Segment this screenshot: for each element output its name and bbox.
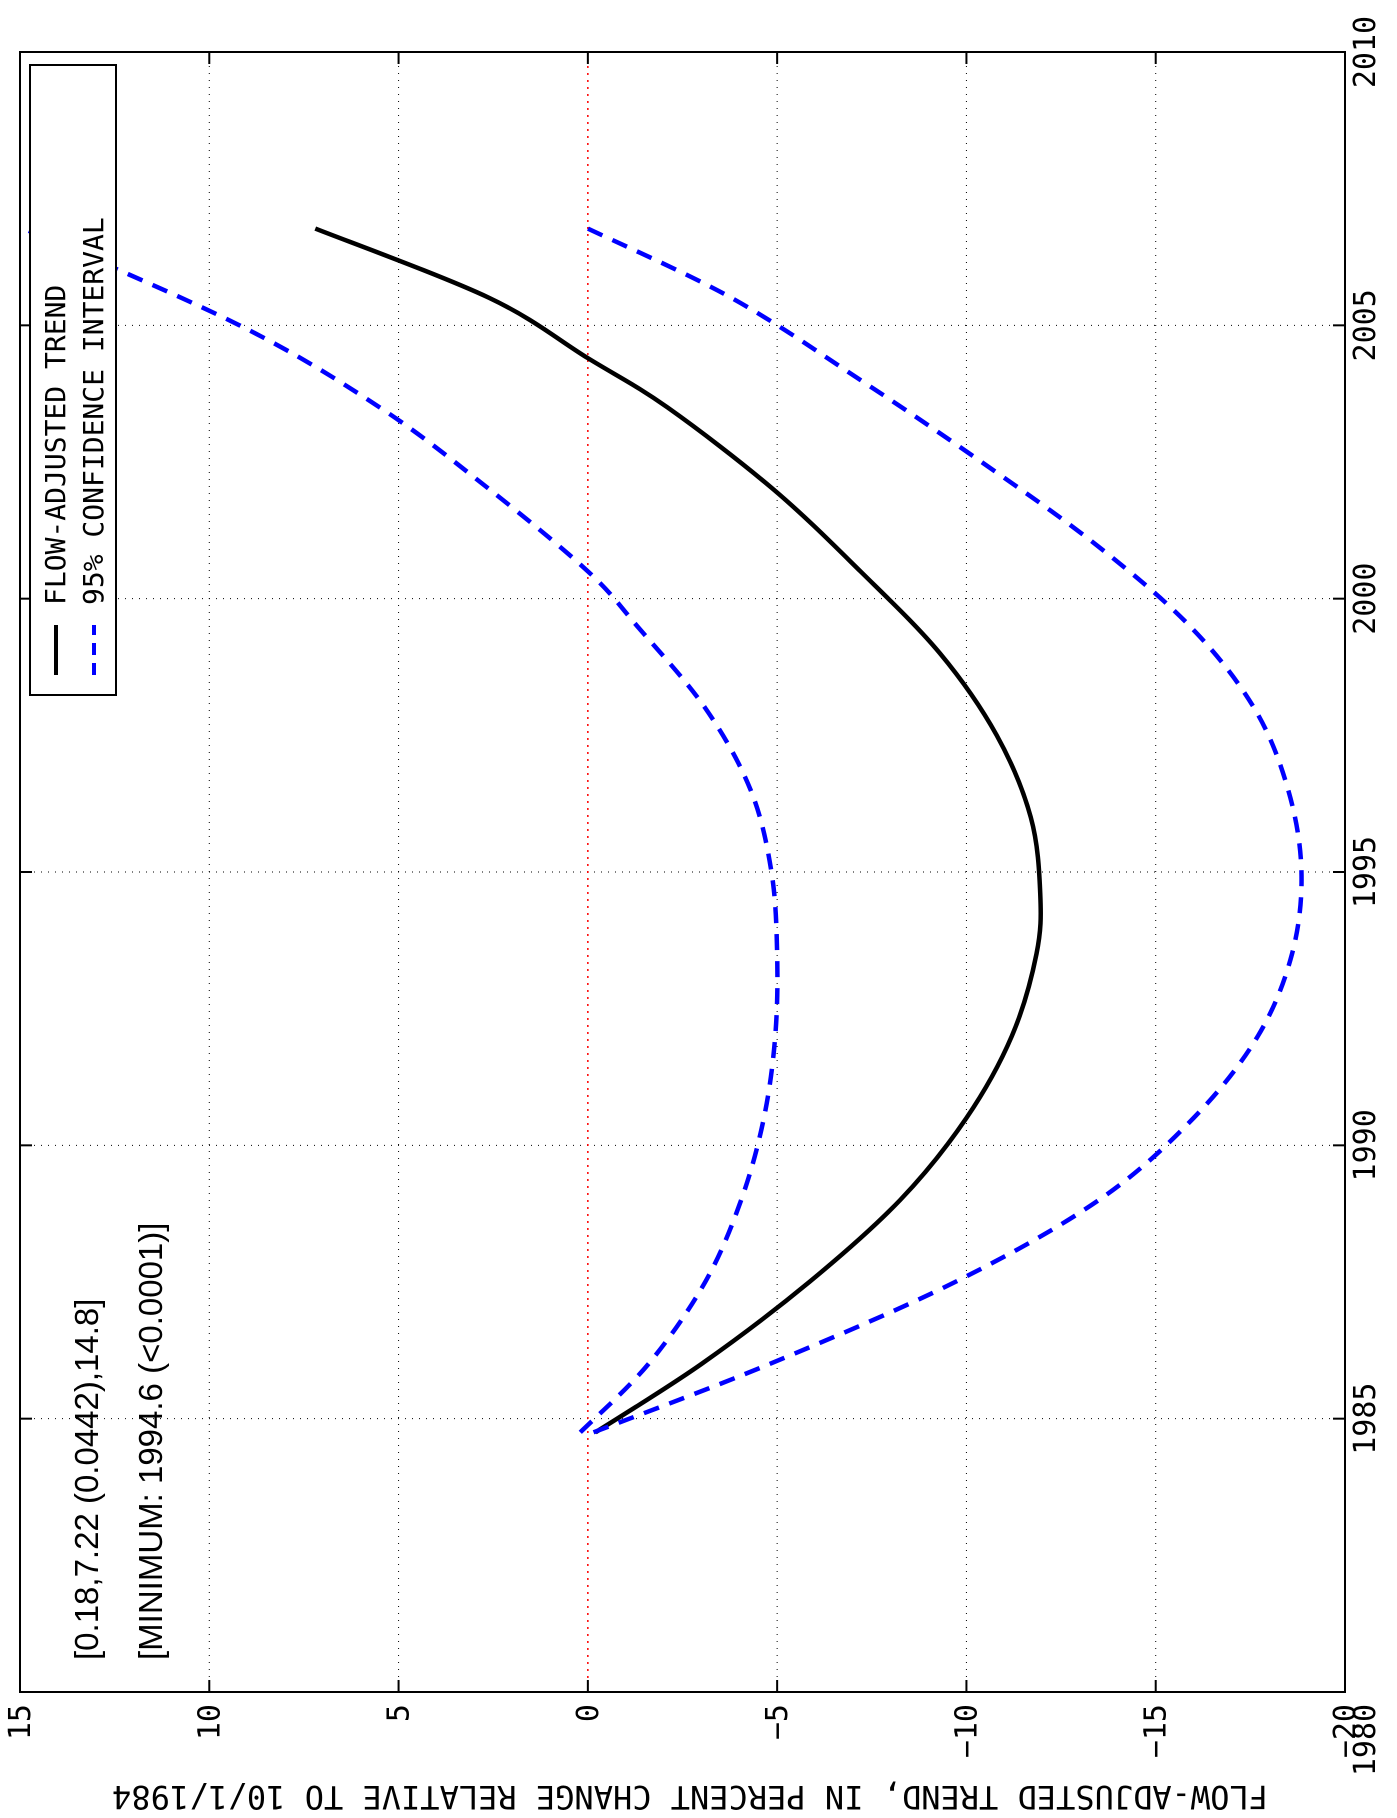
tick-label-value: 0 (571, 1704, 606, 1722)
tick-label-value: −20 (1328, 1704, 1363, 1758)
ticks (19, 51, 1346, 1693)
tick-label-value: 10 (192, 1704, 227, 1740)
series-group (22, 226, 1304, 1435)
annotation-minimum: [MINIMUM: 1994.6 (<0.0001)] (132, 1223, 169, 1660)
tick-label-value: −15 (1139, 1704, 1174, 1758)
tick-label-year: 1995 (1348, 836, 1383, 908)
tick-label-year: 2000 (1348, 563, 1383, 635)
series-line-1 (22, 226, 780, 1434)
legend: FLOW-ADJUSTED TREND 95% CONFIDENCE INTER… (29, 64, 117, 696)
tick-labels: −20 −15 −10 −5 0 5 10 15 1985 1990 1995 2000 2005 201… (3, 16, 1383, 1758)
extra-tick-label: 1980 (1348, 1704, 1383, 1776)
legend-label-ci: 95% CONFIDENCE INTERVAL (77, 217, 110, 605)
tick-label-year: 2010 (1348, 16, 1383, 88)
tick-label-value: −10 (949, 1704, 984, 1758)
legend-box (29, 64, 117, 696)
tick-label-value: 5 (382, 1704, 417, 1722)
series-line-0 (314, 226, 1043, 1435)
series-line-2 (586, 226, 1304, 1435)
tick-label-year: 2005 (1348, 289, 1383, 361)
annotation-coefficients: [0.18,7.22 (0.0442),14.8] (68, 1299, 105, 1660)
legend-label-trend: FLOW-ADJUSTED TREND (39, 285, 72, 605)
tick-label-value: −5 (760, 1704, 795, 1740)
y-axis-title: FLOW-ADJUSTED TREND, IN PERCENT CHANGE R… (112, 1778, 1268, 1816)
tick-label-year: 1985 (1348, 1383, 1383, 1455)
tick-label-year: 1990 (1348, 1109, 1383, 1181)
plot-area (20, 52, 1345, 1692)
tick-label-value: 15 (3, 1704, 38, 1740)
